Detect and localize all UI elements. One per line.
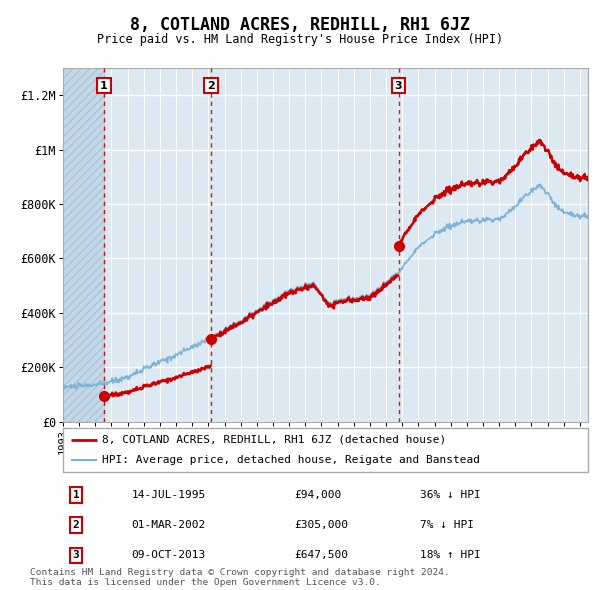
Bar [63,68,104,422]
Text: 1: 1 [73,490,79,500]
Text: 09-OCT-2013: 09-OCT-2013 [131,550,205,560]
Text: 2: 2 [207,81,215,90]
Text: £305,000: £305,000 [294,520,348,530]
Text: 1: 1 [100,81,108,90]
Text: 8, COTLAND ACRES, REDHILL, RH1 6JZ: 8, COTLAND ACRES, REDHILL, RH1 6JZ [130,16,470,34]
Text: £94,000: £94,000 [294,490,341,500]
Text: Price paid vs. HM Land Registry's House Price Index (HPI): Price paid vs. HM Land Registry's House … [97,33,503,46]
Text: 14-JUL-1995: 14-JUL-1995 [131,490,205,500]
Text: 8, COTLAND ACRES, REDHILL, RH1 6JZ (detached house): 8, COTLAND ACRES, REDHILL, RH1 6JZ (deta… [103,435,446,445]
Text: 7% ↓ HPI: 7% ↓ HPI [420,520,474,530]
Text: 18% ↑ HPI: 18% ↑ HPI [420,550,481,560]
Text: 36% ↓ HPI: 36% ↓ HPI [420,490,481,500]
Text: Contains HM Land Registry data © Crown copyright and database right 2024.
This d: Contains HM Land Registry data © Crown c… [30,568,450,587]
FancyBboxPatch shape [63,428,588,472]
Text: 3: 3 [395,81,403,90]
Text: HPI: Average price, detached house, Reigate and Banstead: HPI: Average price, detached house, Reig… [103,455,481,465]
Text: 3: 3 [73,550,79,560]
Text: £647,500: £647,500 [294,550,348,560]
Text: 01-MAR-2002: 01-MAR-2002 [131,520,205,530]
Text: 2: 2 [73,520,79,530]
